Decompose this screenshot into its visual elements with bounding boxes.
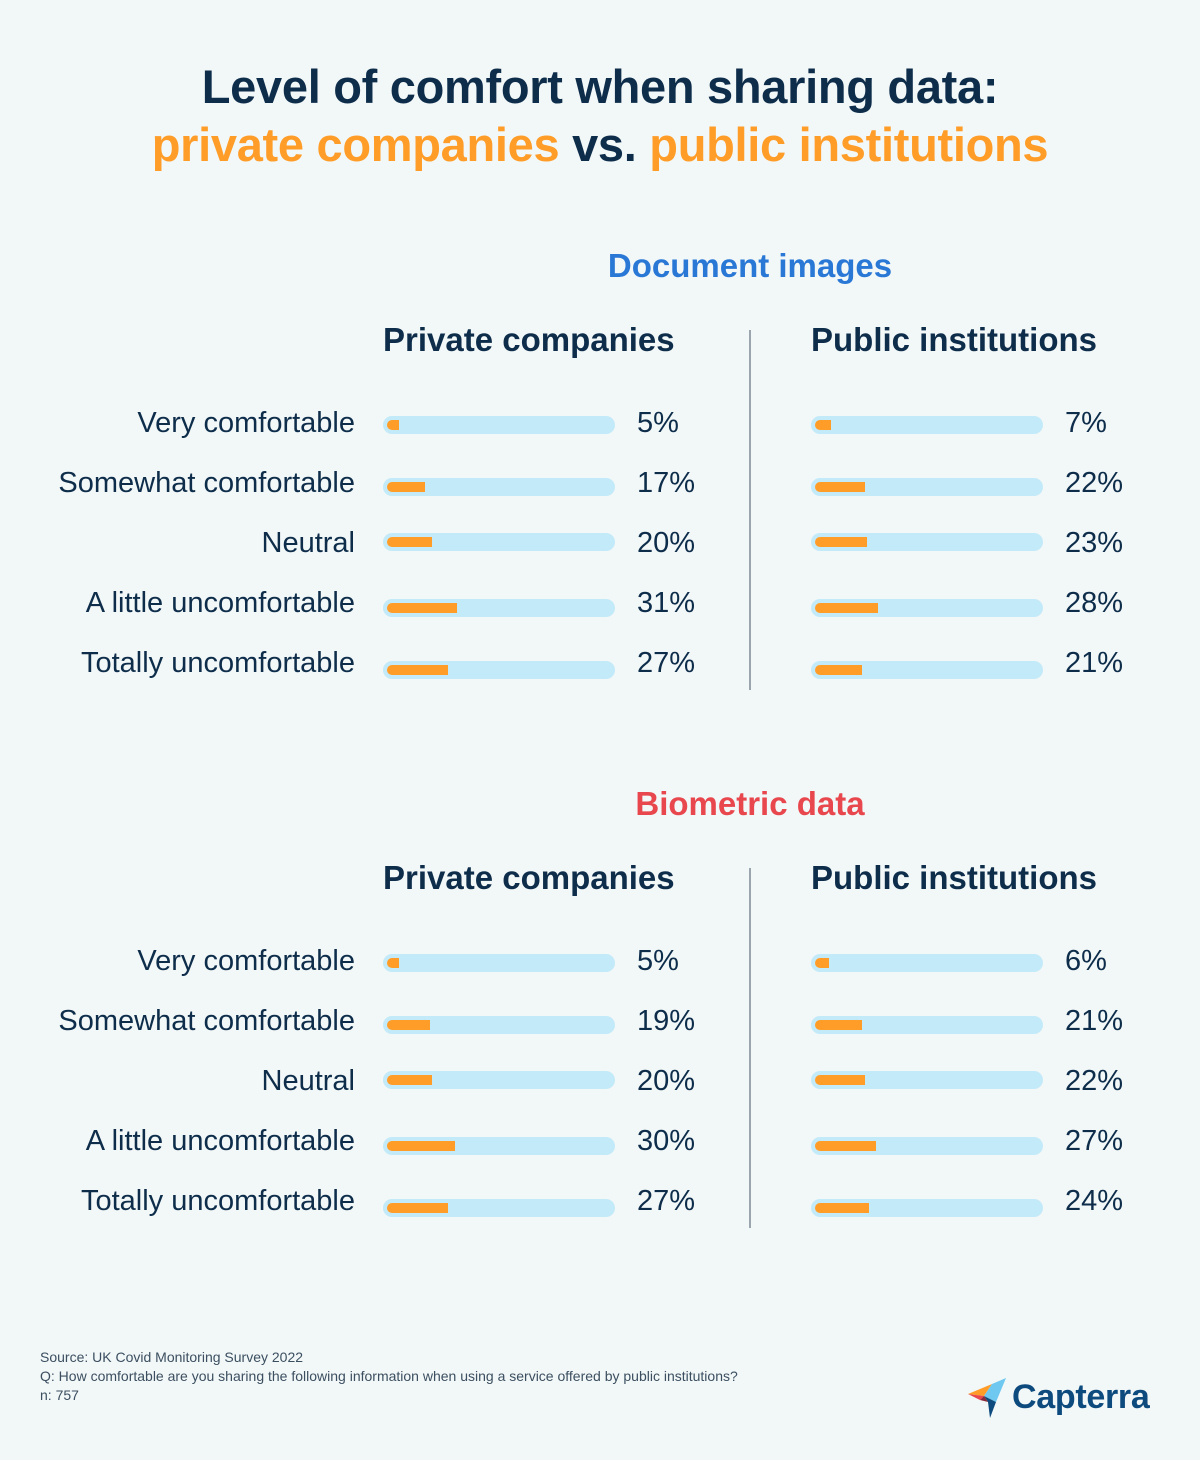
value-label: 24%: [1065, 1185, 1124, 1217]
value-label: 6%: [1065, 945, 1107, 977]
bar-fill: [387, 1203, 448, 1213]
bar-track: [383, 1071, 615, 1089]
value-label: 27%: [637, 647, 696, 679]
section-title: Document images: [607, 247, 893, 284]
bar-track: [383, 1016, 615, 1034]
title-public-institutions: public institutions: [649, 118, 1049, 171]
bar-fill: [815, 665, 862, 675]
row-label: Neutral: [261, 1065, 356, 1097]
bar-fill: [815, 1020, 862, 1030]
bar-fill: [387, 482, 425, 492]
row-label: Totally uncomfortable: [80, 647, 355, 679]
value-label: 21%: [1065, 647, 1124, 679]
bar-fill: [387, 665, 448, 675]
row-label: Very comfortable: [137, 945, 355, 977]
sample-size-note: n: 757: [40, 1387, 79, 1403]
bar-fill: [387, 1075, 432, 1085]
value-label: 7%: [1065, 407, 1107, 439]
logo-text: Capterra: [1012, 1377, 1150, 1416]
bar-fill: [815, 1141, 876, 1151]
bar-track: [383, 954, 615, 972]
column-divider: [749, 330, 751, 690]
bar-fill: [387, 1141, 455, 1151]
title-private-companies: private companies: [151, 118, 560, 171]
value-label: 30%: [637, 1125, 696, 1157]
bar-fill: [815, 1203, 869, 1213]
bar-track: [811, 1071, 1043, 1089]
bar-track: [811, 1016, 1043, 1034]
source-note: Source: UK Covid Monitoring Survey 2022: [40, 1349, 304, 1365]
title-line-1: Level of comfort when sharing data:: [201, 60, 999, 113]
value-label: 17%: [637, 467, 696, 499]
bar-fill: [815, 482, 865, 492]
bar-fill: [387, 420, 399, 430]
section-title: Biometric data: [635, 785, 865, 822]
bar-fill: [387, 537, 432, 547]
bar-track: [383, 416, 615, 434]
bar-fill: [387, 1020, 430, 1030]
value-label: 31%: [637, 587, 696, 619]
bar-fill: [815, 603, 878, 613]
row-label: Somewhat comfortable: [58, 1005, 355, 1037]
bar-track: [383, 533, 615, 551]
value-label: 22%: [1065, 1065, 1124, 1097]
value-label: 22%: [1065, 467, 1124, 499]
value-label: 20%: [637, 1065, 696, 1097]
capterra-logo: Capterra: [966, 1375, 1150, 1419]
bar-fill: [387, 603, 457, 613]
bar-track: [811, 1137, 1043, 1155]
value-label: 23%: [1065, 527, 1124, 559]
bar-track: [811, 533, 1043, 551]
value-label: 27%: [1065, 1125, 1124, 1157]
row-label: Very comfortable: [137, 407, 355, 439]
bar-track: [383, 599, 615, 617]
value-label: 28%: [1065, 587, 1124, 619]
column-header-public: Public institutions: [811, 859, 1097, 896]
capterra-arrow-icon: [968, 1378, 1006, 1418]
bar-track: [811, 478, 1043, 496]
title-line-2: private companies vs. public institution…: [0, 116, 1200, 174]
row-label: Neutral: [261, 527, 356, 559]
bar-fill: [815, 420, 831, 430]
bar-fill: [815, 537, 867, 547]
column-header-public: Public institutions: [811, 321, 1097, 358]
bar-track: [383, 1137, 615, 1155]
bar-track: [811, 954, 1043, 972]
value-label: 5%: [637, 407, 679, 439]
bar-track: [811, 416, 1043, 434]
row-label: Totally uncomfortable: [80, 1185, 355, 1217]
infographic-title: Level of comfort when sharing data: priv…: [0, 58, 1200, 174]
bar-track: [811, 599, 1043, 617]
title-vs: vs.: [559, 118, 650, 171]
column-divider: [749, 868, 751, 1228]
row-label: A little uncomfortable: [85, 587, 355, 619]
footer-notes: Source: UK Covid Monitoring Survey 2022 …: [40, 1348, 738, 1405]
value-label: 19%: [637, 1005, 696, 1037]
bar-track: [383, 478, 615, 496]
row-label: Somewhat comfortable: [58, 467, 355, 499]
bar-fill: [815, 958, 829, 968]
column-header-private: Private companies: [383, 859, 675, 896]
value-label: 21%: [1065, 1005, 1124, 1037]
row-label: A little uncomfortable: [85, 1125, 355, 1157]
bar-track: [811, 1199, 1043, 1217]
question-note: Q: How comfortable are you sharing the f…: [40, 1368, 738, 1384]
column-header-private: Private companies: [383, 321, 675, 358]
value-label: 27%: [637, 1185, 696, 1217]
bar-track: [811, 661, 1043, 679]
value-label: 20%: [637, 527, 696, 559]
bar-fill: [387, 958, 399, 968]
value-label: 5%: [637, 945, 679, 977]
bar-track: [383, 1199, 615, 1217]
bar-fill: [815, 1075, 865, 1085]
bar-track: [383, 661, 615, 679]
